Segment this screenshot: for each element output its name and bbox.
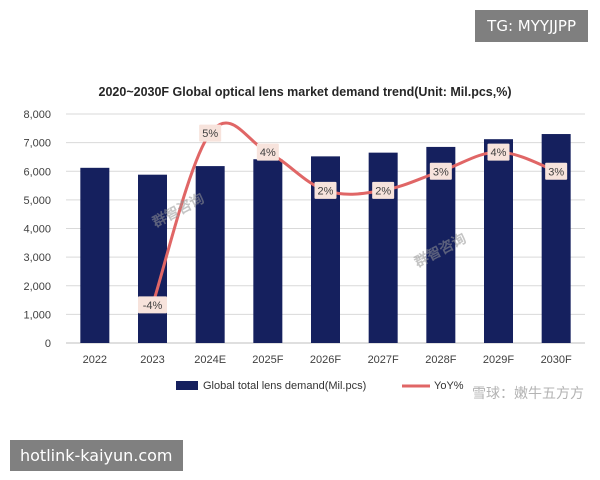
svg-text:3%: 3% (548, 166, 564, 178)
data-labels: -4% 5% 4% 2% 2% 3% 4% 3% (138, 124, 568, 314)
legend: Global total lens demand(Mil.pcs) YoY% (176, 380, 464, 392)
y-axis-ticks: 0 1,000 2,000 3,000 4,000 5,000 6,000 7,000 8,00… (23, 109, 51, 350)
bottom-left-badge: hotlink-kaiyun.com (10, 440, 183, 471)
y-tick-label: 7,000 (23, 138, 51, 150)
svg-text:5%: 5% (202, 128, 218, 140)
bar (253, 159, 283, 343)
legend-label-line: YoY% (434, 380, 464, 392)
yoy-data-label: 3% (429, 162, 452, 180)
yoy-data-label: 2% (314, 181, 337, 199)
x-tick-label: 2023 (140, 354, 164, 366)
bar (195, 166, 225, 343)
svg-text:3%: 3% (433, 166, 449, 178)
svg-text:4%: 4% (491, 147, 507, 159)
yoy-data-label: -4% (138, 296, 167, 314)
legend-label-bar: Global total lens demand(Mil.pcs) (203, 380, 366, 392)
x-tick-label: 2026F (310, 354, 341, 366)
x-tick-label: 2029F (483, 354, 514, 366)
bar (368, 152, 398, 343)
chart-title: 2020~2030F Global optical lens market de… (99, 85, 512, 99)
x-axis-ticks: 2022 2023 2024E 2025F 2026F 2027F 2028F 2029F 20… (83, 354, 572, 366)
y-tick-label: 8,000 (23, 109, 51, 121)
svg-text:-4%: -4% (143, 300, 163, 312)
y-tick-label: 2,000 (23, 281, 51, 293)
bar (80, 167, 110, 343)
yoy-data-label: 5% (199, 124, 222, 142)
y-tick-label: 4,000 (23, 224, 51, 236)
y-tick-label: 0 (45, 338, 51, 350)
yoy-data-label: 4% (487, 143, 510, 161)
x-tick-label: 2028F (425, 354, 456, 366)
bar (484, 139, 513, 343)
bar (138, 174, 167, 343)
yoy-data-label: 3% (545, 162, 568, 180)
bar-series (80, 134, 571, 343)
svg-text:2%: 2% (318, 185, 334, 197)
x-tick-label: 2027F (368, 354, 399, 366)
x-tick-label: 2025F (252, 354, 283, 366)
yoy-data-label: 4% (256, 143, 279, 161)
y-tick-label: 6,000 (23, 166, 51, 178)
bottom-right-watermark: 雪球：嫩牛五方方 (472, 386, 584, 402)
x-tick-label: 2030F (541, 354, 572, 366)
x-tick-label: 2022 (83, 354, 107, 366)
legend-swatch-bar (176, 381, 198, 390)
svg-text:2%: 2% (375, 185, 391, 197)
y-tick-label: 3,000 (23, 252, 51, 264)
y-tick-label: 1,000 (23, 309, 51, 321)
svg-text:4%: 4% (260, 147, 276, 159)
yoy-data-label: 2% (372, 181, 395, 199)
x-tick-label: 2024E (194, 354, 226, 366)
y-tick-label: 5,000 (23, 195, 51, 207)
top-right-badge: TG: MYYJJPP (475, 10, 588, 42)
